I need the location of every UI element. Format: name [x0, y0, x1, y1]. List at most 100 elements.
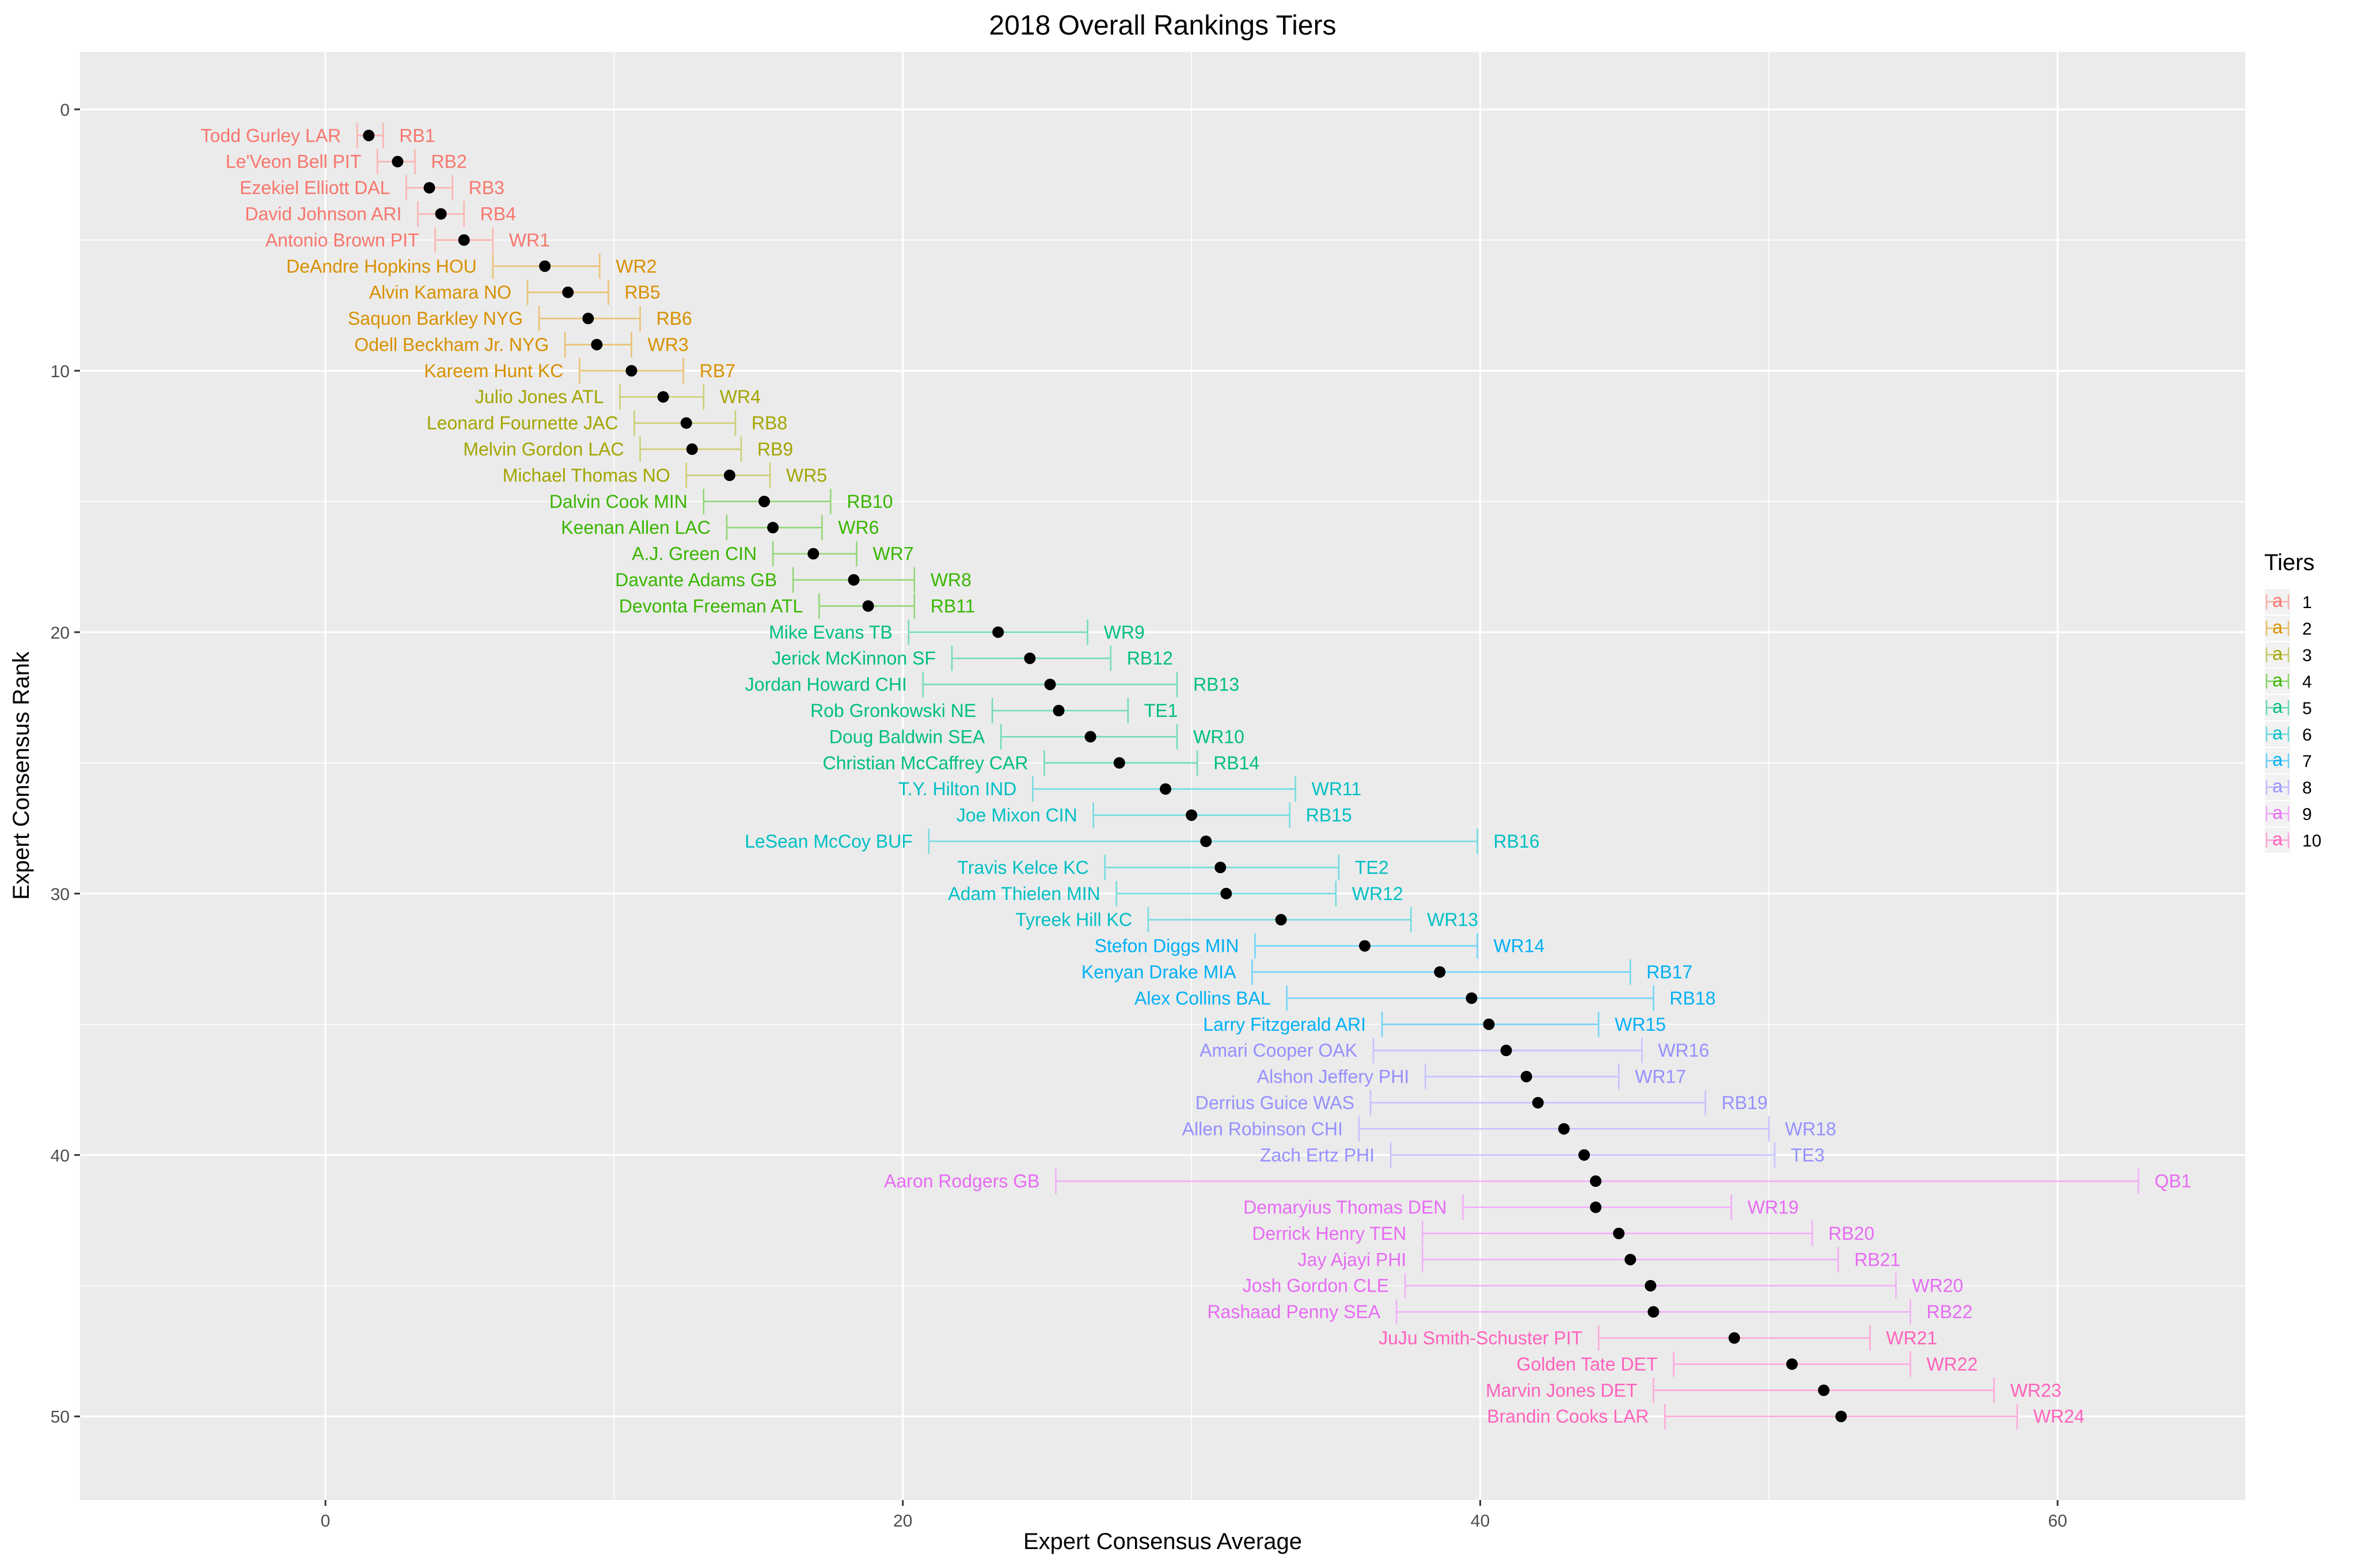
player-label: LeSean McCoy BUF	[745, 831, 913, 852]
player-label: Amari Cooper OAK	[1200, 1040, 1357, 1061]
data-point	[1466, 992, 1478, 1004]
legend-glyph: a	[2272, 802, 2283, 823]
data-point	[1214, 861, 1227, 874]
position-label: WR9	[1104, 622, 1145, 643]
x-tick-label: 0	[321, 1512, 331, 1531]
data-point	[1818, 1384, 1830, 1396]
y-tick-label: 20	[51, 624, 70, 643]
data-point	[582, 313, 594, 325]
position-label: WR24	[2033, 1406, 2085, 1427]
legend-glyph: a	[2272, 643, 2283, 664]
position-label: WR8	[931, 570, 971, 590]
position-label: WR3	[648, 334, 689, 355]
position-label: TE2	[1355, 857, 1389, 878]
player-label: Adam Thielen MIN	[948, 883, 1100, 904]
legend-label: 3	[2302, 646, 2312, 665]
position-label: WR12	[1352, 883, 1403, 904]
grid-major	[80, 52, 2245, 1500]
legend-label: 5	[2302, 699, 2312, 718]
position-label: RB21	[1854, 1249, 1900, 1270]
player-label: Ezekiel Elliott DAL	[240, 177, 390, 198]
player-label: Aaron Rodgers GB	[884, 1171, 1039, 1191]
position-label: WR10	[1193, 726, 1244, 747]
data-point	[1483, 1018, 1495, 1030]
player-label: Derrius Guice WAS	[1195, 1092, 1354, 1113]
player-label: Zach Ertz PHI	[1260, 1145, 1375, 1166]
data-point	[657, 391, 669, 403]
position-label: RB3	[469, 177, 504, 198]
position-label: RB1	[399, 125, 435, 146]
data-point	[1434, 966, 1446, 978]
position-label: RB7	[700, 360, 735, 381]
position-label: TE1	[1144, 700, 1178, 721]
position-label: RB9	[757, 439, 793, 460]
legend-label: 6	[2302, 726, 2312, 745]
player-label: Kareem Hunt KC	[424, 360, 563, 381]
player-label: Antonio Brown PIT	[265, 230, 419, 250]
player-label: Golden Tate DET	[1516, 1354, 1657, 1375]
position-label: RB20	[1828, 1223, 1874, 1244]
player-label: Leonard Fournette JAC	[427, 413, 618, 434]
player-label: Travis Kelce KC	[958, 857, 1089, 878]
position-label: WR6	[838, 517, 879, 538]
data-point	[1520, 1070, 1532, 1083]
position-label: RB4	[480, 203, 516, 224]
player-label: Demaryius Thomas DEN	[1243, 1197, 1447, 1218]
position-label: RB15	[1306, 805, 1352, 826]
data-point	[1590, 1201, 1601, 1213]
data-point	[758, 495, 770, 507]
player-label: Allen Robinson CHI	[1182, 1118, 1343, 1139]
legend-glyph: a	[2272, 723, 2283, 743]
data-point	[767, 522, 779, 534]
position-label: WR13	[1427, 909, 1478, 930]
player-label: Alex Collins BAL	[1134, 988, 1271, 1008]
player-label: Kenyan Drake MIA	[1081, 962, 1236, 982]
position-label: RB22	[1926, 1301, 1972, 1322]
data-point	[1275, 914, 1287, 926]
data-point	[807, 548, 819, 560]
x-tick-label: 20	[893, 1512, 912, 1531]
data-point	[1728, 1332, 1740, 1344]
position-label: WR17	[1635, 1066, 1686, 1087]
position-label: WR11	[1312, 779, 1362, 799]
y-tick-label: 30	[51, 885, 70, 904]
data-point	[1590, 1175, 1601, 1187]
player-label: Jay Ajayi PHI	[1298, 1249, 1407, 1270]
player-label: Marvin Jones DET	[1486, 1380, 1637, 1400]
position-label: RB18	[1669, 988, 1715, 1008]
player-label: Jerick McKinnon SF	[772, 648, 936, 669]
position-label: WR14	[1493, 936, 1544, 956]
data-point	[1624, 1254, 1637, 1266]
y-tick-label: 40	[51, 1147, 70, 1166]
data-point	[392, 155, 404, 168]
data-point	[1053, 705, 1065, 717]
position-label: WR2	[616, 256, 656, 276]
player-label: David Johnson ARI	[245, 203, 401, 224]
data-point	[539, 260, 551, 272]
legend-glyph: a	[2272, 829, 2283, 849]
player-label: Joe Mixon CIN	[956, 805, 1077, 826]
data-point	[1084, 731, 1096, 743]
data-point	[435, 208, 447, 220]
position-label: RB16	[1493, 831, 1539, 852]
x-axis: 0 20 40 60	[321, 1500, 2067, 1531]
position-label: WR15	[1615, 1014, 1666, 1035]
player-label: Christian McCaffrey CAR	[823, 753, 1028, 773]
legend-label: 7	[2302, 752, 2312, 771]
position-label: RB5	[624, 282, 660, 303]
data-point	[848, 574, 860, 586]
player-label: Stefon Diggs MIN	[1095, 936, 1239, 956]
data-point	[363, 130, 375, 142]
player-label: Keenan Allen LAC	[561, 517, 711, 538]
player-label: Josh Gordon CLE	[1243, 1276, 1389, 1296]
legend-label: 10	[2302, 832, 2321, 851]
player-label: A.J. Green CIN	[632, 544, 757, 564]
x-tick-label: 60	[2048, 1512, 2067, 1531]
position-label: RB13	[1193, 674, 1239, 695]
player-label: T.Y. Hilton IND	[898, 779, 1017, 799]
data-points	[363, 130, 1847, 1422]
player-label: Alvin Kamara NO	[369, 282, 511, 303]
